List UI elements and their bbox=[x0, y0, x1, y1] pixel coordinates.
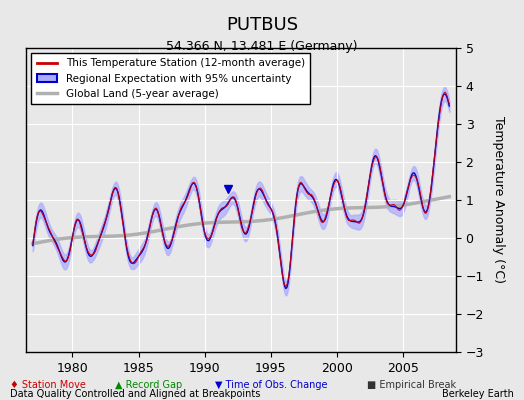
Legend: This Temperature Station (12-month average), Regional Expectation with 95% uncer: This Temperature Station (12-month avera… bbox=[31, 53, 310, 104]
Text: Berkeley Earth: Berkeley Earth bbox=[442, 389, 514, 399]
Text: PUTBUS: PUTBUS bbox=[226, 16, 298, 34]
Text: ■ Empirical Break: ■ Empirical Break bbox=[367, 380, 456, 390]
Y-axis label: Temperature Anomaly (°C): Temperature Anomaly (°C) bbox=[492, 116, 505, 284]
Text: ▼ Time of Obs. Change: ▼ Time of Obs. Change bbox=[215, 380, 328, 390]
Text: Data Quality Controlled and Aligned at Breakpoints: Data Quality Controlled and Aligned at B… bbox=[10, 389, 261, 399]
Text: 54.366 N, 13.481 E (Germany): 54.366 N, 13.481 E (Germany) bbox=[166, 40, 358, 53]
Text: ▲ Record Gap: ▲ Record Gap bbox=[115, 380, 182, 390]
Text: ♦ Station Move: ♦ Station Move bbox=[10, 380, 86, 390]
